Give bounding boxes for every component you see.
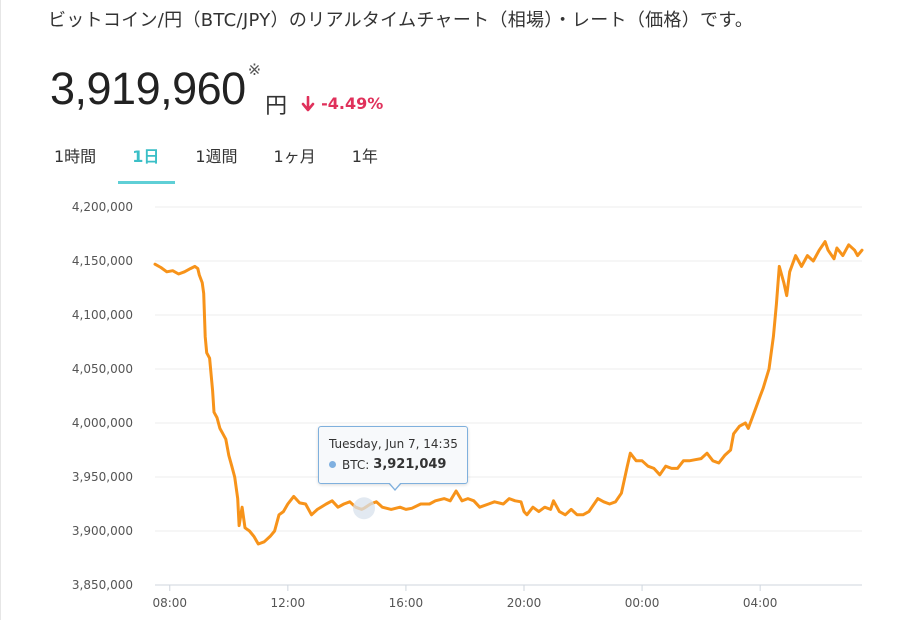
x-tick-label: 20:00 bbox=[507, 596, 542, 610]
price-change: -4.49% bbox=[301, 94, 383, 113]
left-border bbox=[0, 0, 1, 620]
tab-1-hour[interactable]: 1時間 bbox=[54, 147, 97, 166]
price-note: ※ bbox=[247, 60, 262, 79]
x-tick-label: 08:00 bbox=[152, 596, 187, 610]
series-line-btc bbox=[153, 240, 864, 546]
tab-1-month[interactable]: 1ヶ月 bbox=[273, 147, 316, 166]
y-tick-label: 3,850,000 bbox=[72, 578, 133, 592]
y-tick-label: 4,150,000 bbox=[72, 254, 133, 268]
chart-tooltip: Tuesday, Jun 7, 14:35 BTC: 3,921,049 bbox=[318, 426, 468, 484]
price-chart[interactable]: 4,200,000 4,150,000 4,100,000 4,050,000 4,00… bbox=[0, 190, 913, 620]
tab-1-week[interactable]: 1週間 bbox=[195, 147, 238, 166]
hover-marker bbox=[353, 497, 376, 520]
y-tick-label: 4,000,000 bbox=[72, 416, 133, 430]
arrow-down-icon bbox=[301, 95, 315, 111]
series-marker-icon bbox=[329, 461, 336, 468]
tooltip-date: Tuesday, Jun 7, 14:35 bbox=[329, 437, 458, 451]
x-tick-label: 12:00 bbox=[271, 596, 306, 610]
price-row: 3,919,960 ※ 円 -4.49% bbox=[50, 60, 383, 120]
y-tick-label: 4,050,000 bbox=[72, 362, 133, 376]
tab-1-day[interactable]: 1日 bbox=[118, 146, 176, 184]
page-headline: ビットコイン/円（BTC/JPY）のリアルタイムチャート（相場）・レート（価格）… bbox=[48, 10, 754, 31]
x-tick-label: 00:00 bbox=[625, 596, 660, 610]
timeframe-tabs: 1時間 1日 1週間 1ヶ月 1年 bbox=[54, 146, 414, 184]
y-tick-label: 4,200,000 bbox=[72, 200, 133, 214]
tab-1-year[interactable]: 1年 bbox=[351, 147, 378, 166]
y-tick-label: 4,100,000 bbox=[72, 308, 133, 322]
tooltip-series: BTC: bbox=[342, 457, 370, 472]
price-change-value: -4.49% bbox=[321, 94, 384, 113]
price-unit: 円 bbox=[265, 94, 288, 119]
y-tick-label: 3,900,000 bbox=[72, 524, 133, 538]
x-tick-label: 16:00 bbox=[389, 596, 424, 610]
tooltip-value: 3,921,049 bbox=[373, 457, 447, 472]
current-price: 3,919,960 bbox=[50, 63, 246, 114]
tooltip-pointer-fill bbox=[389, 482, 401, 489]
x-tick-label: 04:00 bbox=[743, 596, 778, 610]
y-tick-label: 3,950,000 bbox=[72, 470, 133, 484]
